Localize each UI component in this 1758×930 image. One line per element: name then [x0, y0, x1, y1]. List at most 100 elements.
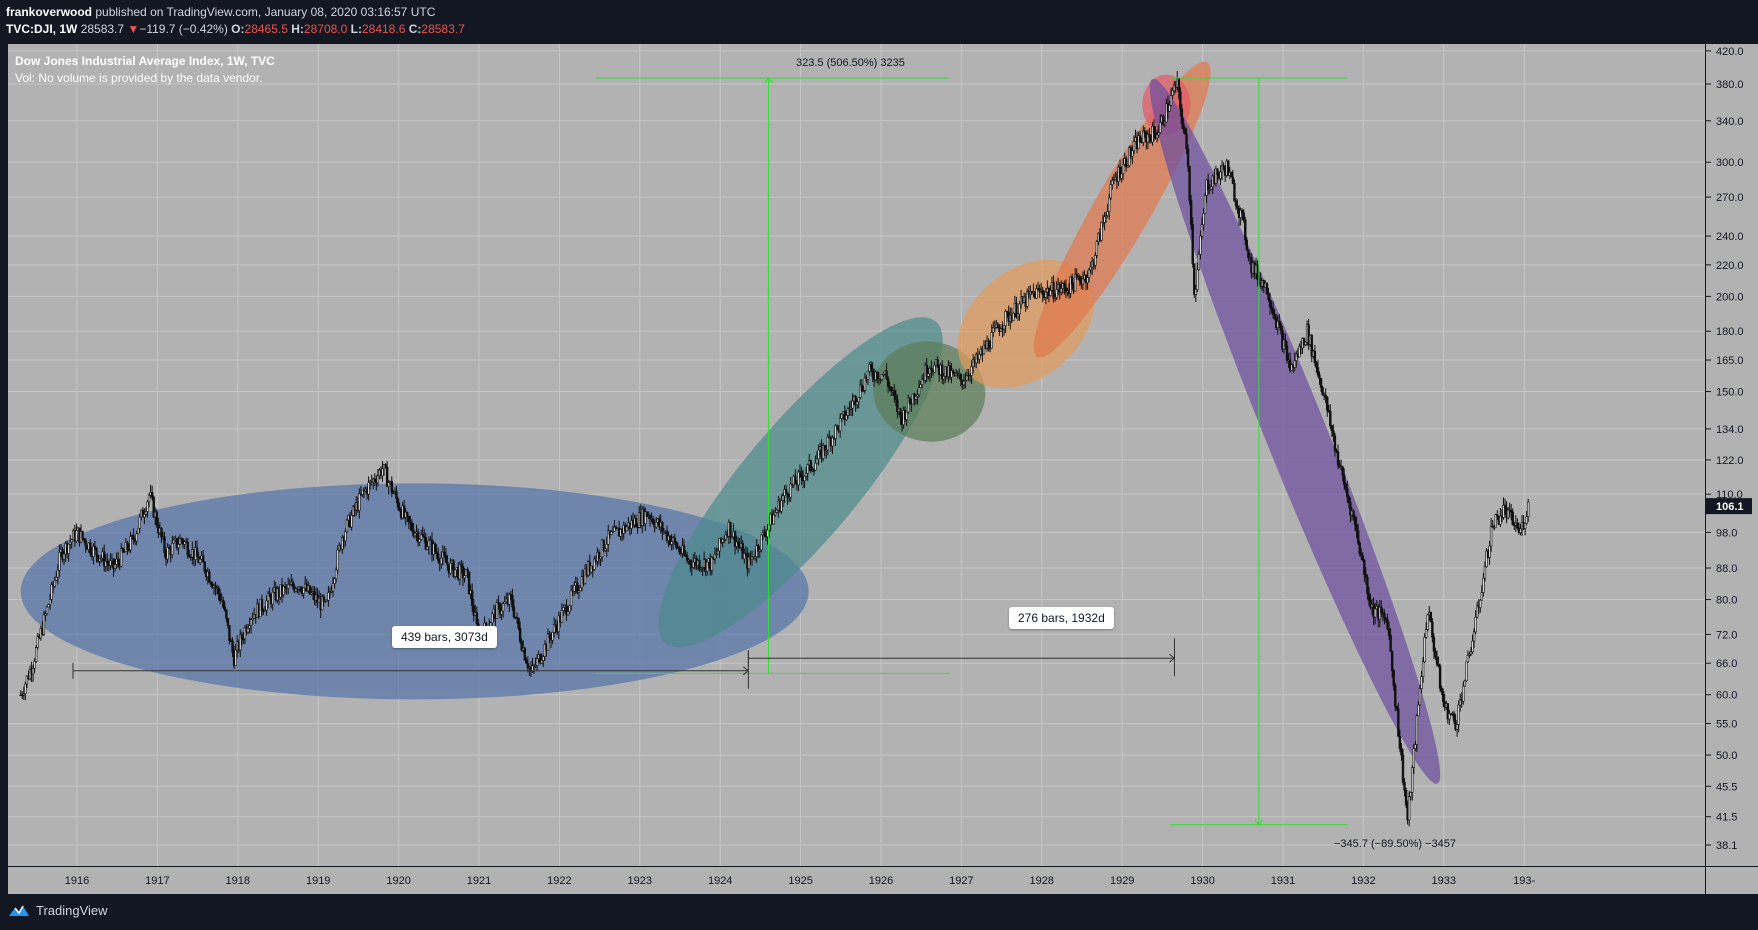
candle-body: [1389, 634, 1392, 652]
candle-body: [548, 633, 551, 639]
ellipse-uptrend-1: [658, 317, 943, 648]
candle-body: [1304, 341, 1307, 345]
candle-body: [682, 545, 686, 555]
candle-body: [851, 400, 854, 409]
up-measure-arrow: [764, 77, 773, 84]
candle-body: [990, 332, 993, 349]
candle-body: [160, 527, 163, 538]
candle-body: [1268, 299, 1272, 308]
candle-body: [1465, 661, 1468, 682]
candle-body: [56, 569, 60, 578]
candle-body: [1479, 599, 1482, 609]
candle-body: [47, 604, 50, 608]
candle-body: [511, 595, 514, 608]
candle-body: [1018, 303, 1021, 315]
candle-body: [1100, 221, 1103, 241]
candle-body: [845, 415, 848, 420]
candle-body: [951, 370, 955, 373]
candle-body: [863, 377, 867, 391]
candle-body: [716, 550, 720, 555]
high-value: 28708.0: [303, 22, 348, 36]
candle-body: [613, 526, 616, 532]
candle-body: [1179, 91, 1182, 110]
candle-body: [282, 586, 285, 595]
candle-body: [1041, 289, 1044, 295]
x-tick-label: 1924: [708, 875, 732, 887]
candle-body: [869, 364, 873, 370]
candle-body: [821, 445, 825, 459]
candle-body: [1373, 608, 1377, 618]
candle-body: [260, 598, 264, 611]
candle-body: [1392, 670, 1395, 686]
candle-body: [1472, 631, 1476, 642]
candle-body: [701, 567, 704, 569]
author-name[interactable]: frankoverwood: [6, 5, 93, 19]
candle-body: [968, 375, 972, 377]
candle-body: [665, 530, 669, 541]
candle-body: [246, 627, 250, 633]
candle-body: [367, 482, 370, 495]
candle-body: [1049, 290, 1052, 296]
candle-body: [1210, 186, 1213, 190]
candle-body: [599, 556, 602, 560]
candle-body: [1316, 367, 1320, 376]
candle-body: [919, 384, 922, 388]
y-tick-label: 88.0: [1716, 563, 1737, 575]
y-tick-label: 220.0: [1716, 260, 1744, 272]
candle-body: [554, 624, 557, 628]
candle-body: [443, 551, 446, 557]
tradingview-brand[interactable]: TradingView: [8, 903, 108, 918]
date-range-label-2[interactable]: 276 bars, 1932d: [1009, 607, 1114, 629]
candle-body: [815, 458, 819, 464]
ellipse-crash: [1149, 78, 1441, 784]
high-label: H:: [291, 22, 304, 36]
candle-body: [1159, 122, 1162, 133]
candle-body: [112, 558, 115, 569]
candle-body: [634, 517, 638, 528]
candle-body: [1086, 277, 1089, 283]
candle-body: [569, 589, 573, 607]
published-text: published on TradingView.com, January 08…: [95, 5, 436, 19]
x-tick-label: 1925: [788, 875, 812, 887]
candle-body: [1435, 656, 1439, 665]
y-tick-label: 45.5: [1716, 781, 1737, 793]
candle-body: [1219, 171, 1222, 179]
candle-body: [859, 384, 862, 398]
candle-body: [82, 538, 86, 541]
candle-body: [1525, 516, 1528, 524]
candle-body: [890, 386, 893, 392]
candle-body: [1242, 212, 1245, 220]
candle-body: [1069, 276, 1072, 294]
candle-body: [498, 603, 502, 615]
candle-body: [605, 544, 608, 550]
candle-body: [1214, 168, 1218, 184]
candle-body: [291, 581, 295, 587]
x-tick-label: 1929: [1110, 875, 1134, 887]
y-tick-label: 380.0: [1716, 79, 1744, 91]
y-tick-label: 150.0: [1716, 387, 1744, 399]
candle-body: [48, 599, 52, 605]
candle-body: [373, 478, 376, 482]
candle-body: [423, 535, 426, 538]
change-arrow-icon: ▼: [127, 22, 140, 36]
candle-body: [21, 694, 24, 697]
low-value: 28418.6: [361, 22, 406, 36]
candle-body: [758, 549, 761, 552]
candle-body: [1394, 685, 1397, 707]
candle-body: [475, 612, 479, 624]
candle-body: [729, 521, 732, 538]
candle-body: [1256, 264, 1259, 281]
candle-body: [413, 532, 417, 537]
candle-body: [109, 560, 112, 566]
candle-body: [1491, 525, 1494, 528]
candle-body: [724, 534, 727, 540]
candle-body: [1420, 676, 1423, 689]
candle-body: [1321, 387, 1324, 396]
candle-body: [330, 590, 333, 593]
candle-body: [453, 569, 457, 577]
candle-body: [1480, 592, 1484, 601]
price-axis[interactable]: [1706, 44, 1758, 866]
candle-body: [698, 560, 701, 570]
time-axis[interactable]: [8, 866, 1705, 894]
date-range-label-1[interactable]: 439 bars, 3073d: [392, 626, 497, 648]
